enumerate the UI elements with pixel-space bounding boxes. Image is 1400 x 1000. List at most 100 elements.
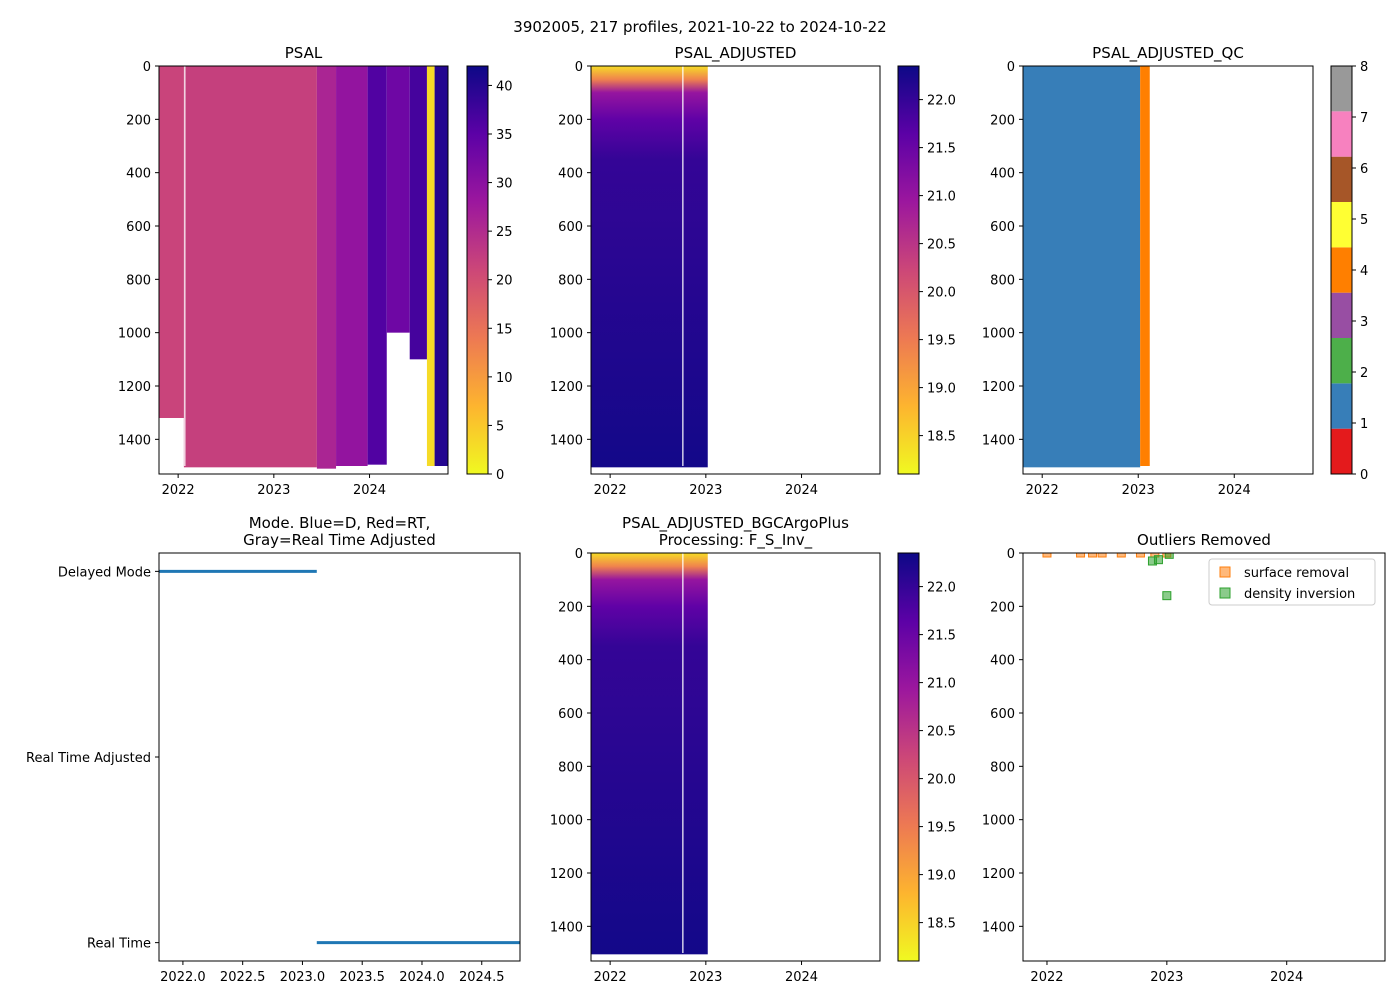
psal_adjusted-xtick-label: 2022 <box>594 483 627 498</box>
outliers-ytick-label: 600 <box>990 707 1015 722</box>
bgc-xtick-label: 2022 <box>594 970 627 985</box>
qc-cbar-tick-label: 2 <box>1360 366 1368 381</box>
mode-ytick-label: Delayed Mode <box>58 565 151 580</box>
mode-panel: Mode. Blue=D, Red=RT, Gray=Real Time Adju… <box>26 514 521 985</box>
psal-data-region <box>409 66 427 360</box>
mode-xtick-label: 2023.5 <box>339 970 385 985</box>
psal_adjusted-ytick-label: 0 <box>575 60 583 75</box>
psal_adjusted-cbar-tick-label: 22.0 <box>927 94 956 109</box>
qc-ytick-label: 0 <box>1007 60 1015 75</box>
qc-xtick-label: 2023 <box>1122 483 1155 498</box>
bgc-colorbar <box>897 552 920 962</box>
psal-cbar-tick-label: 25 <box>496 225 513 240</box>
outliers-ytick-label: 400 <box>990 654 1015 669</box>
bgc-xtick-label: 2023 <box>689 970 722 985</box>
psal-ytick-label: 1000 <box>118 327 151 342</box>
surface-removal-point <box>1097 553 1107 558</box>
bgc-cbar-tick-label: 21.0 <box>927 677 956 692</box>
qc-ytick-label: 800 <box>990 273 1015 288</box>
mode-xtick-label: 2022.0 <box>160 970 206 985</box>
psal-ytick-label: 0 <box>143 60 151 75</box>
psal_adjusted-data-region <box>591 66 708 468</box>
psal-data-region <box>316 66 337 469</box>
qc-ytick-label: 200 <box>990 113 1015 128</box>
surface-removal-point <box>1116 553 1126 558</box>
bgc-ytick-label: 1400 <box>550 920 583 935</box>
bgc-cbar-tick-label: 19.0 <box>927 869 956 884</box>
bgc-ytick-label: 1000 <box>550 814 583 829</box>
qc-cbar-segment <box>1331 66 1352 112</box>
qc-xtick-label: 2022 <box>1026 483 1059 498</box>
qc-cbar-segment <box>1331 202 1352 248</box>
outliers-xtick-label: 2022 <box>1030 970 1063 985</box>
bgc-cbar-tick-label: 20.0 <box>927 773 956 788</box>
qc-cbar-tick-label: 1 <box>1360 417 1368 432</box>
outliers-ytick-label: 1200 <box>982 867 1015 882</box>
qc-title: PSAL_ADJUSTED_QC <box>1092 44 1244 63</box>
psal-data-region <box>336 66 368 466</box>
qc-cbar-tick-label: 3 <box>1360 315 1368 330</box>
bgc-ytick-label: 400 <box>558 654 583 669</box>
psal_adjusted-colorbar <box>897 65 920 475</box>
outliers-title-line: Outliers Removed <box>1137 531 1271 549</box>
bgc-cbar-tick-label: 20.5 <box>927 725 956 740</box>
surface-removal-point <box>1076 553 1086 558</box>
psal_adjusted-ytick-label: 1400 <box>550 433 583 448</box>
bgc-cbar-tick-label: 22.0 <box>927 581 956 596</box>
psal_adjusted-cbar-tick-label: 20.0 <box>927 286 956 301</box>
psal-xtick-label: 2022 <box>162 483 195 498</box>
psal_adjusted-ytick-label: 800 <box>558 273 583 288</box>
qc-axes-frame <box>1022 65 1314 475</box>
bgc-data-region <box>591 553 708 955</box>
psal-data-region <box>386 66 410 333</box>
psal_adjusted-cbar-tick-label: 21.5 <box>927 142 956 157</box>
outliers-ytick-label: 1000 <box>982 814 1015 829</box>
psal_adjusted-ytick-label: 600 <box>558 220 583 235</box>
psal-title-line: PSAL <box>285 44 323 62</box>
qc-cbar-segment <box>1331 247 1352 293</box>
psal-ytick-label: 200 <box>126 113 151 128</box>
psal_adjusted-ytick-label: 400 <box>558 167 583 182</box>
mode-title-line: Mode. Blue=D, Red=RT, <box>249 514 431 532</box>
qc-ytick-label: 1000 <box>982 327 1015 342</box>
psal-cbar-tick-label: 20 <box>496 274 513 289</box>
psal-data-region <box>367 66 387 465</box>
bgc-cbar-tick-label: 21.5 <box>927 629 956 644</box>
psal_adjusted-title-line: PSAL_ADJUSTED <box>675 44 797 63</box>
mode-xtick-label: 2024.0 <box>399 970 445 985</box>
qc-cbar-tick-label: 6 <box>1360 162 1368 177</box>
outliers-title: Outliers Removed <box>1137 531 1271 549</box>
outliers-ytick-label: 800 <box>990 760 1015 775</box>
psal-ytick-label: 600 <box>126 220 151 235</box>
outliers-xtick-label: 2024 <box>1270 970 1303 985</box>
qc-cbar-tick-label: 8 <box>1360 60 1368 75</box>
outliers-ytick-label: 200 <box>990 600 1015 615</box>
surface-removal-point <box>1088 553 1098 558</box>
bgc-axes-frame <box>590 552 881 962</box>
qc-cbar-tick-label: 7 <box>1360 111 1368 126</box>
mode-axes-frame <box>158 552 521 962</box>
psal-data-region <box>426 66 435 466</box>
legend-label-density-inversion: density inversion <box>1244 587 1355 602</box>
bgc-xtick-label: 2024 <box>785 970 818 985</box>
mode-xtick-label: 2022.5 <box>220 970 266 985</box>
qc-ytick-label: 600 <box>990 220 1015 235</box>
psal-cbar-tick-label: 0 <box>496 468 504 483</box>
mode-ytick-label: Real Time <box>87 937 151 952</box>
psal_adjusted-cbar-tick-label: 19.0 <box>927 382 956 397</box>
psal-xtick-label: 2023 <box>257 483 290 498</box>
psal-axes-frame <box>158 65 449 475</box>
psal-adjusted-panel: PSAL_ADJUSTED 2022 2023 2024 0 200 400 600 800 10… <box>550 44 956 498</box>
psal_adjusted-ytick-label: 200 <box>558 113 583 128</box>
psal_adjusted-ytick-label: 1200 <box>550 380 583 395</box>
psal-data-region <box>434 66 448 466</box>
outliers-xtick-label: 2023 <box>1150 970 1183 985</box>
qc-ytick-label: 400 <box>990 167 1015 182</box>
bgc-title: PSAL_ADJUSTED_BGCArgoPlus Processing: F_S… <box>622 514 849 550</box>
mode-xtick-label: 2024.5 <box>459 970 505 985</box>
psal_adjusted-cbar-tick-label: 21.0 <box>927 190 956 205</box>
legend-label-surface-removal: surface removal <box>1244 566 1349 581</box>
psal_adjusted-cbar-tick-label: 18.5 <box>927 430 956 445</box>
psal-cbar-tick-label: 30 <box>496 177 513 192</box>
